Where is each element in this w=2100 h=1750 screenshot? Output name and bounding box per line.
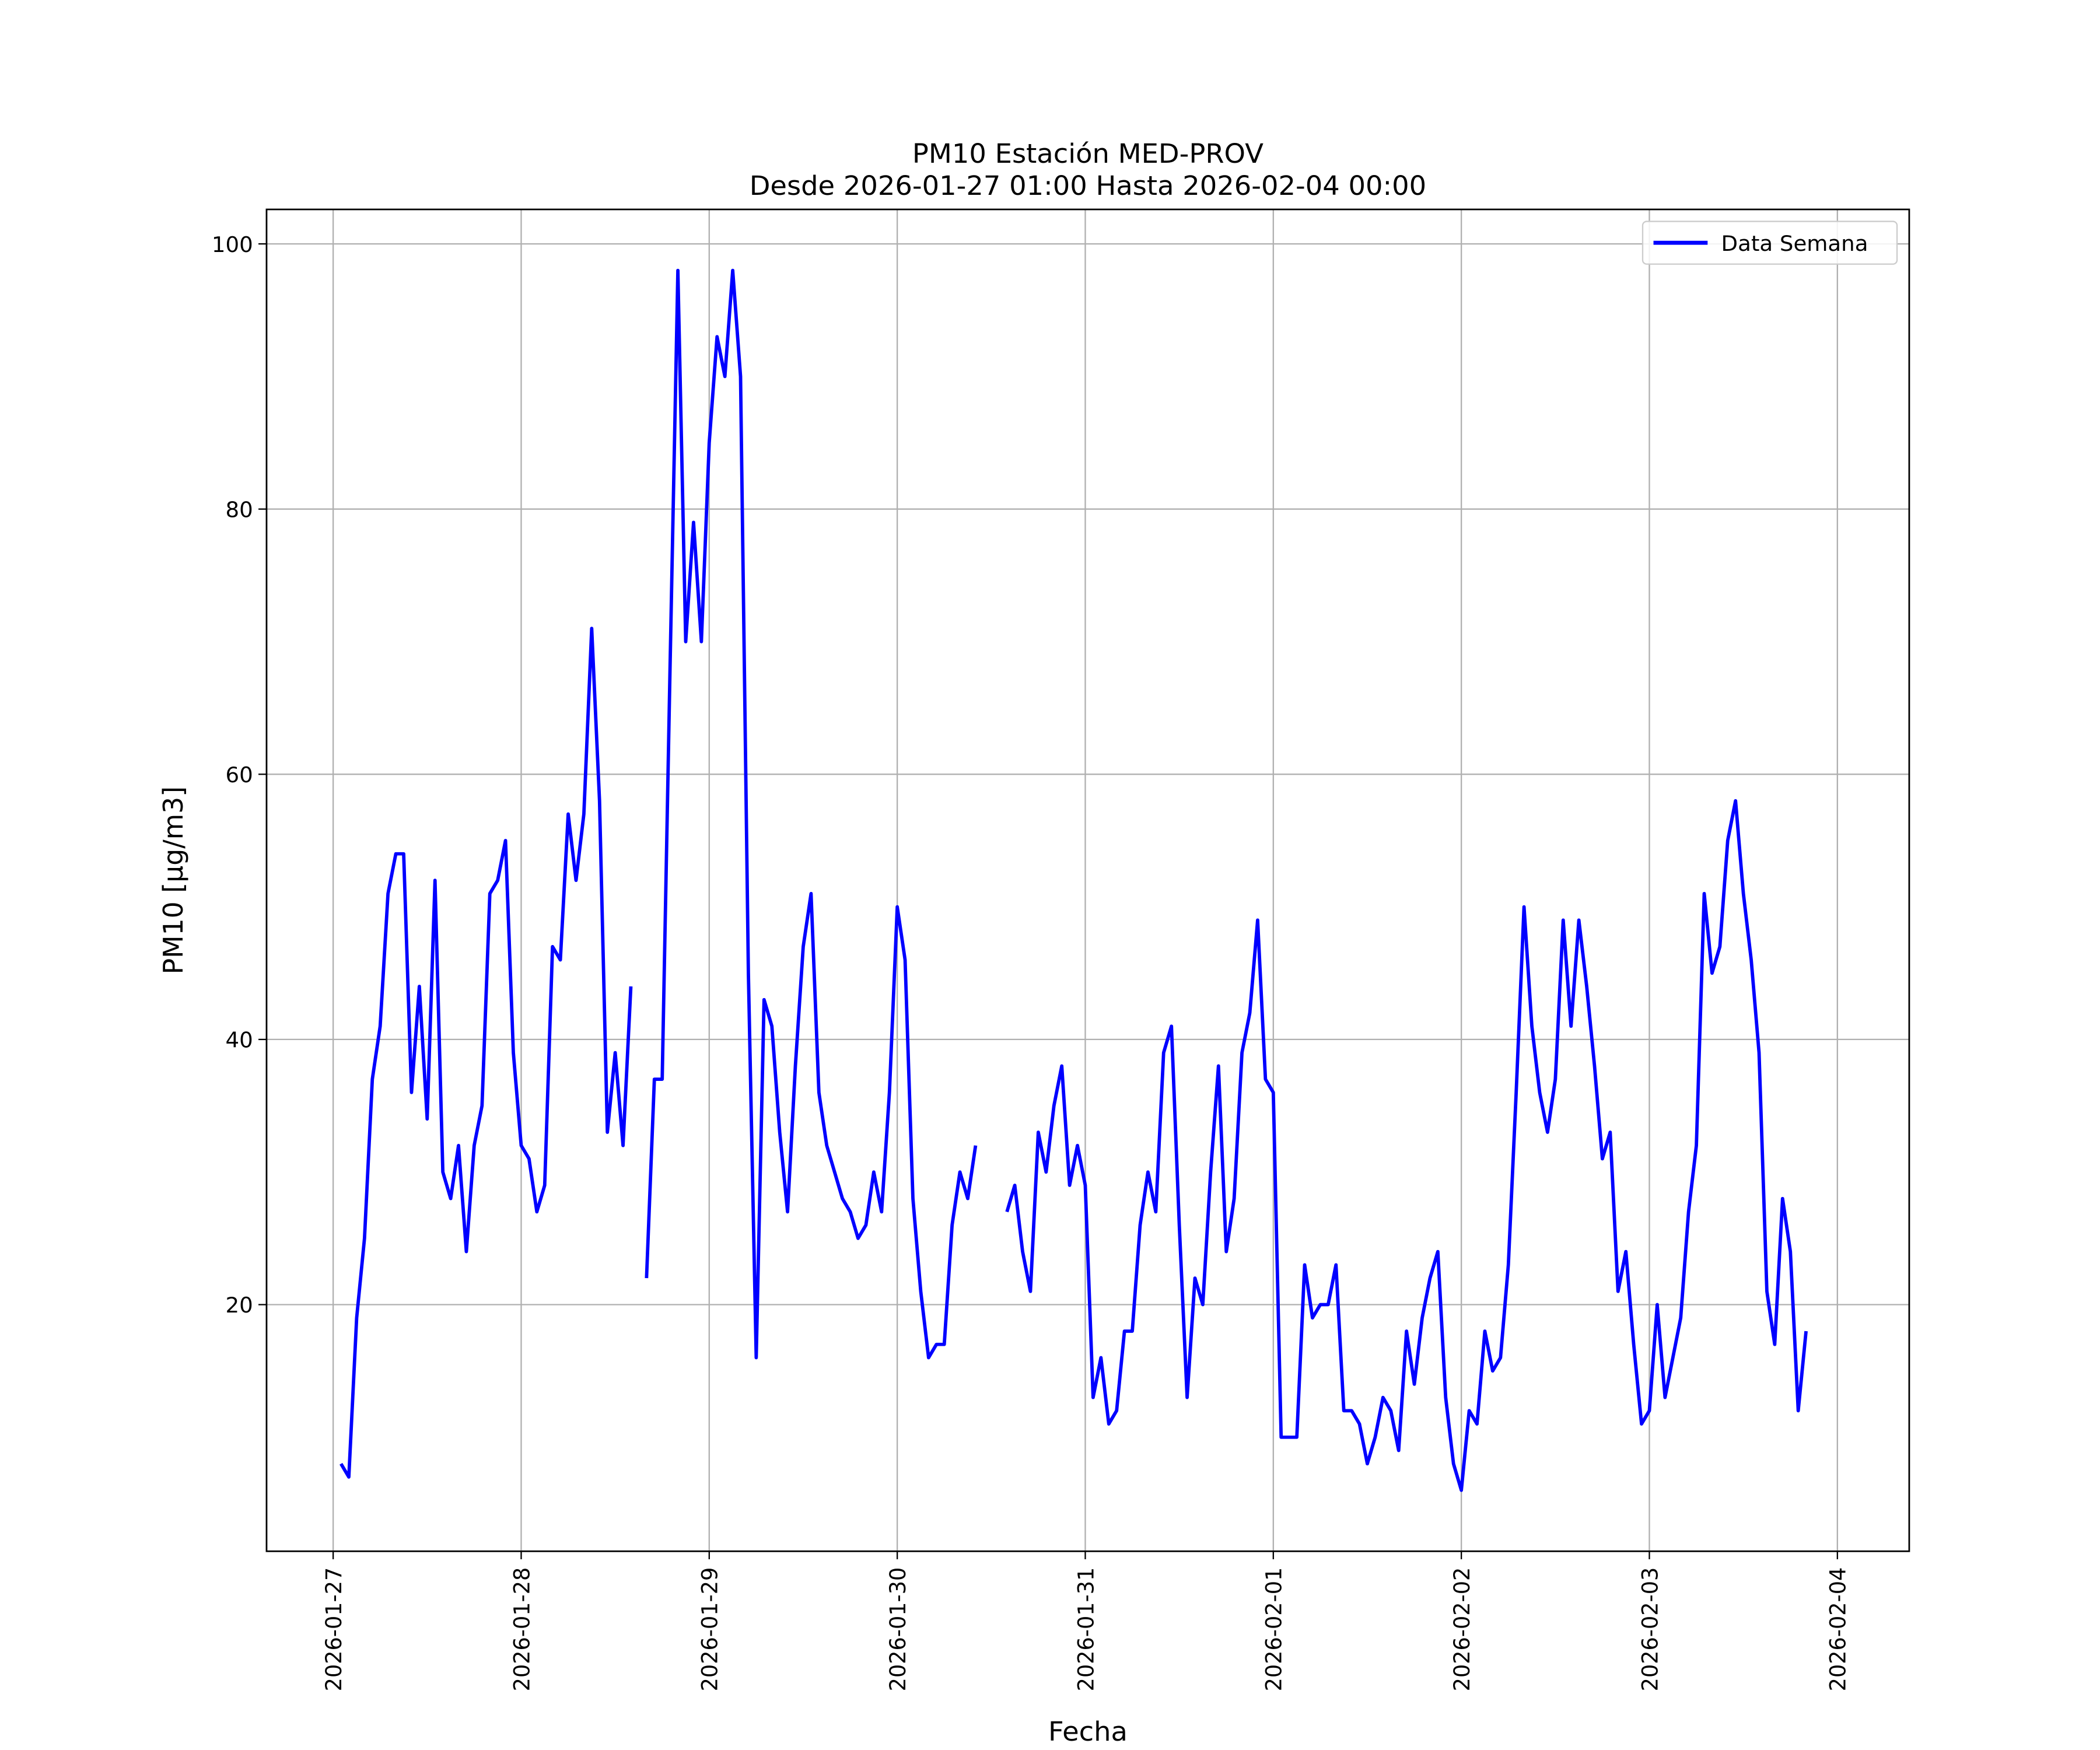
legend-label: Data Semana xyxy=(1721,231,1868,256)
x-tick-label: 2026-01-27 xyxy=(321,1567,346,1692)
x-tick-label: 2026-02-01 xyxy=(1261,1567,1286,1692)
y-tick-label: 100 xyxy=(212,232,253,257)
chart-subtitle: Desde 2026-01-27 01:00 Hasta 2026-02-04 … xyxy=(750,170,1426,201)
y-tick-label: 80 xyxy=(226,498,253,523)
x-tick-label: 2026-01-28 xyxy=(509,1567,534,1692)
legend: Data Semana xyxy=(1642,220,1898,265)
chart-title: PM10 Estación MED-PROV xyxy=(912,138,1264,169)
x-tick-label: 2026-02-03 xyxy=(1637,1567,1662,1692)
x-tick-label: 2026-01-30 xyxy=(886,1567,911,1692)
y-axis-label: PM10 [μg/m3] xyxy=(158,786,189,975)
legend-box xyxy=(1642,220,1898,265)
plot-frame xyxy=(265,208,1910,1552)
y-tick-label: 40 xyxy=(226,1028,253,1053)
x-tick-label: 2026-02-02 xyxy=(1450,1567,1475,1692)
y-tick-label: 20 xyxy=(226,1293,253,1318)
x-tick-label: 2026-01-29 xyxy=(697,1567,722,1692)
x-tick-label: 2026-01-31 xyxy=(1073,1567,1098,1692)
data-line xyxy=(340,268,1808,1492)
x-tick-label: 2026-02-04 xyxy=(1825,1567,1850,1692)
y-tick-label: 60 xyxy=(226,762,253,788)
x-axis-label: Fecha xyxy=(1048,1716,1128,1747)
